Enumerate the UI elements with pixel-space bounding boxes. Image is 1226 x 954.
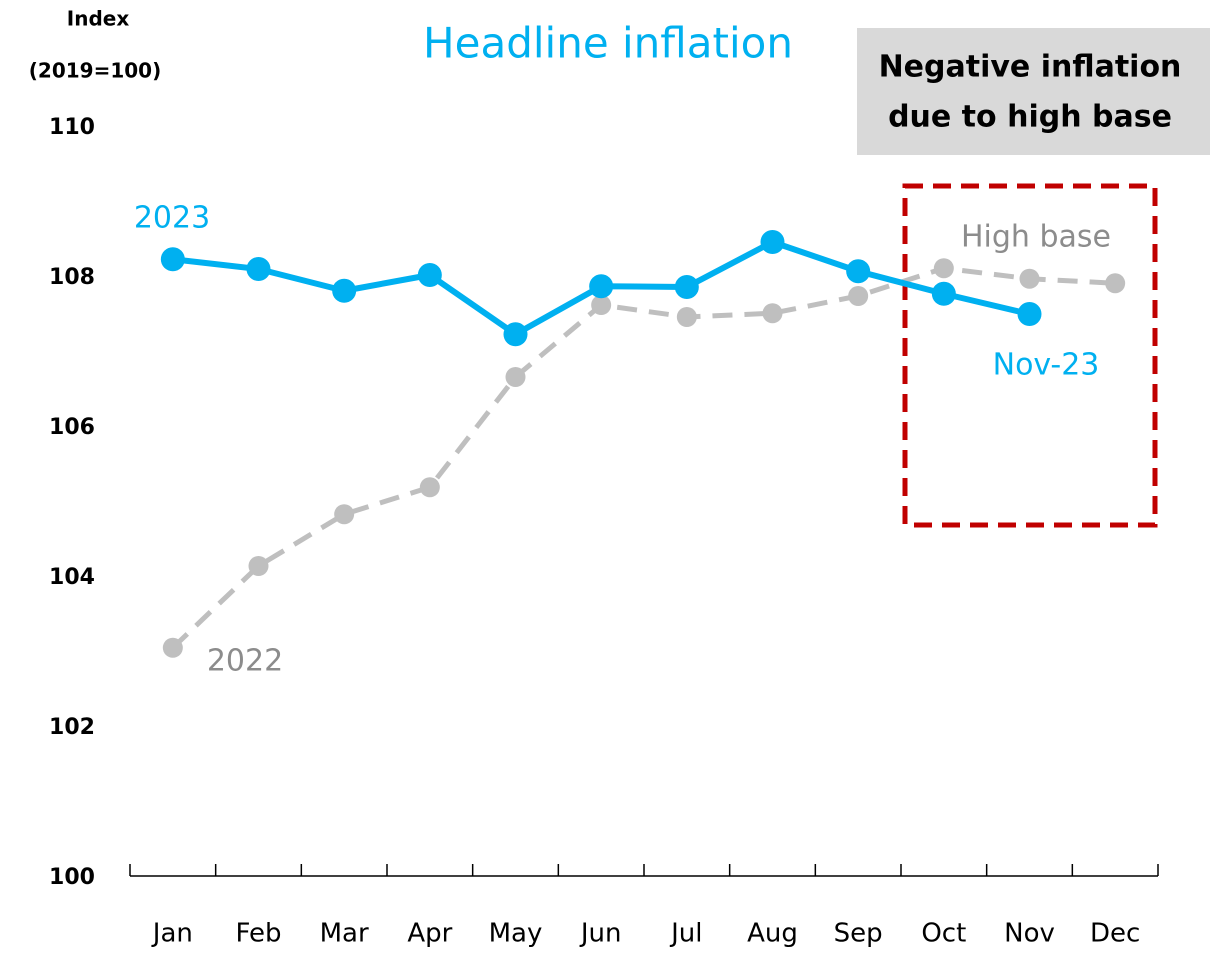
annotation-text: due to high base [888,100,1172,135]
y-tick-label: 100 [49,865,95,890]
annotation-box [857,28,1210,155]
legend-label: 2023 [134,201,210,236]
x-tick-label: Mar [320,919,369,949]
series-point [1017,302,1042,326]
x-tick-label: Nov [1004,919,1055,949]
series-point [676,307,697,327]
x-tick-label: Jun [579,919,622,949]
x-tick-label: Jan [151,919,193,949]
series-point [674,275,699,299]
y-tick-label: 104 [49,565,95,590]
x-tick-label: Apr [407,919,452,949]
x-tick-label: Sep [834,919,883,949]
y-axis-label: (2019=100) [29,59,161,83]
y-tick-label: 102 [49,715,95,740]
series-point [1019,268,1040,289]
y-tick-label: 106 [49,415,95,440]
annotation-text: Nov-23 [993,348,1100,383]
y-tick-label: 108 [49,265,95,290]
series-point [931,281,956,306]
series-point [334,504,355,525]
y-tick-label: 110 [49,115,95,140]
chart-title: Headline inflation [423,19,793,68]
series-point [760,230,785,254]
legend-label: 2022 [207,644,283,679]
x-tick-label: Aug [747,919,798,949]
series-point [846,259,871,284]
series-point [762,303,783,324]
series-point [417,263,442,287]
series-line [171,265,1116,650]
annotation-text: Negative inflation [879,50,1182,85]
highlight-box [902,183,1158,528]
x-tick-label: May [489,919,543,949]
series-point [160,247,185,272]
series-point [505,367,526,387]
x-tick-label: Dec [1090,919,1140,949]
series-point [1105,273,1126,294]
series-point [332,278,357,303]
series-point [248,556,269,576]
series-point [589,274,614,299]
x-tick-label: Oct [921,919,966,949]
series-point [503,322,528,347]
series-point [246,257,271,281]
annotation-text: High base [961,220,1111,255]
series-point [933,258,954,279]
x-tick-label: Feb [235,919,281,949]
series-point [591,295,612,315]
series-point [419,477,440,498]
y-axis-label: Index [67,7,130,31]
series-point [162,637,183,658]
series-point [848,286,869,306]
x-tick-label: Jul [669,919,702,949]
